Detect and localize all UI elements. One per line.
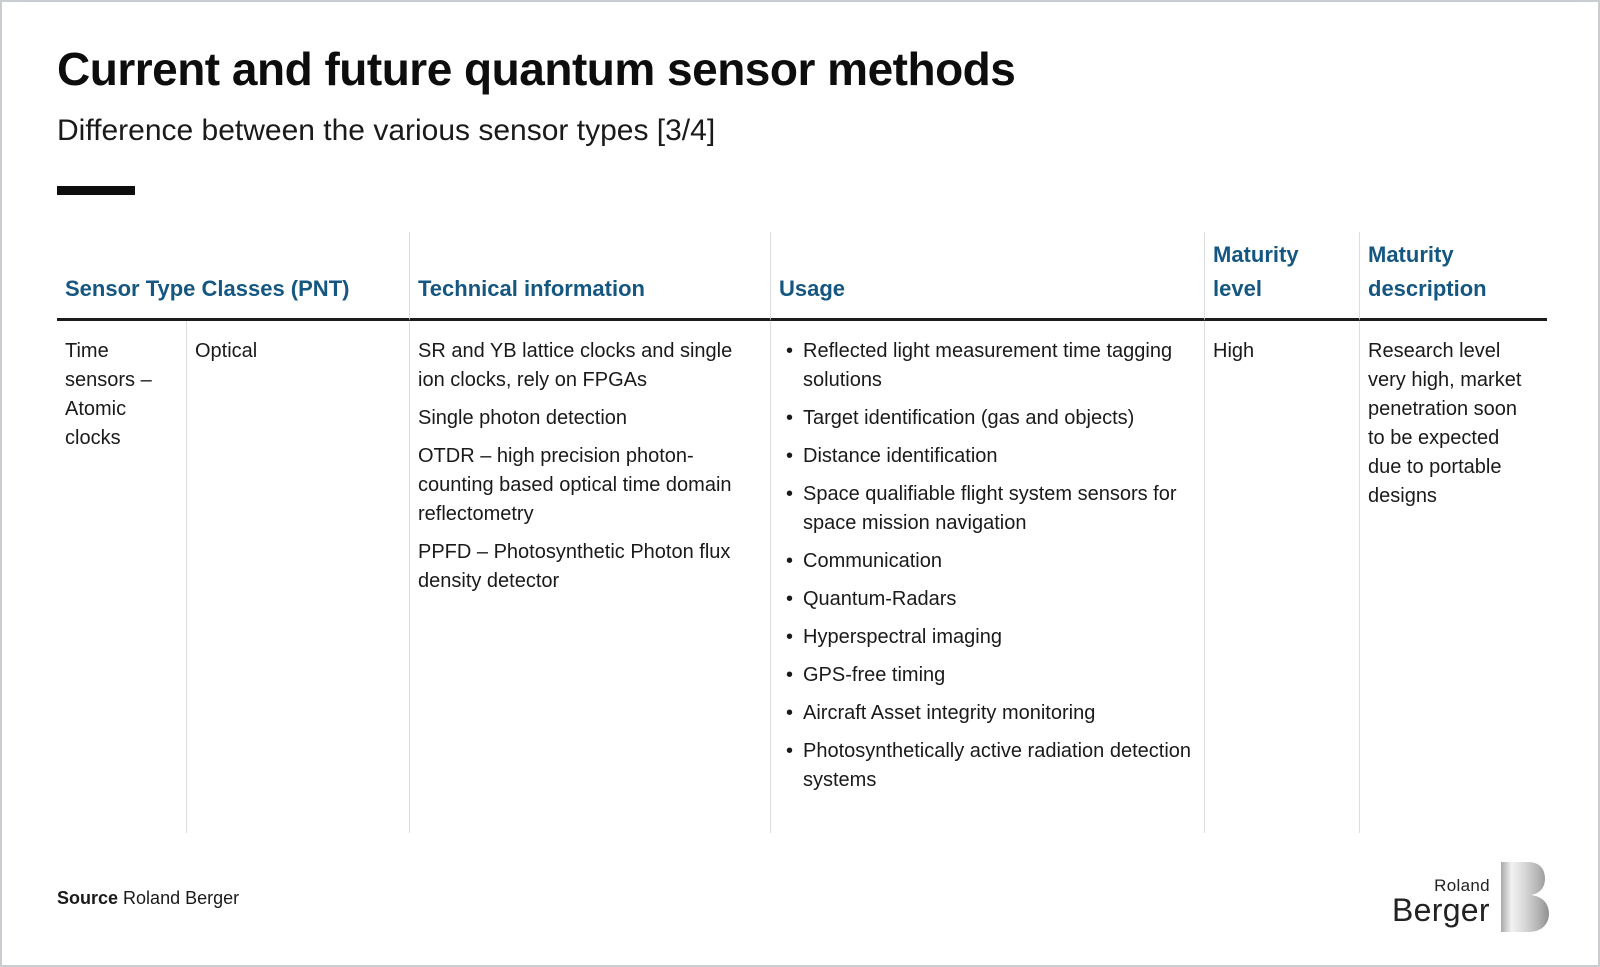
maturity-level-text: High: [1213, 340, 1255, 362]
logo-line-roland: Roland: [1434, 875, 1490, 895]
usage-bullet-item: Quantum-Radars: [779, 585, 1192, 614]
title-underline-dash: [57, 186, 135, 195]
source-value: Roland Berger: [123, 888, 240, 908]
maturity-description-text: Research level very high, market penetra…: [1368, 340, 1522, 507]
usage-bullet-item: Hyperspectral imaging: [779, 623, 1192, 652]
cell-sensor-class: Time sensors – Atomic clocks: [57, 321, 186, 833]
column-header-maturity-description: Maturity description: [1359, 232, 1547, 321]
column-header-maturity-level-label: Maturity level: [1213, 242, 1299, 301]
roland-berger-logo: Roland Berger: [1392, 862, 1549, 932]
column-header-technical-information: Technical information: [409, 232, 770, 321]
sensor-class-text: Time sensors – Atomic clocks: [65, 340, 152, 449]
page-title: Current and future quantum sensor method…: [57, 43, 1016, 95]
usage-bullet-item: Photosynthetically active radiation dete…: [779, 737, 1192, 795]
column-header-maturity-description-label: Maturity description: [1368, 242, 1487, 301]
source-note: Source Roland Berger: [57, 888, 239, 909]
usage-bullet-item: Reflected light measurement time tagging…: [779, 337, 1192, 395]
usage-bullet-item: Distance identification: [779, 442, 1192, 471]
usage-bullet-list: Reflected light measurement time tagging…: [779, 337, 1192, 795]
column-header-sensor-type: Sensor Type Classes (PNT): [57, 232, 409, 321]
column-header-usage-label: Usage: [779, 276, 846, 301]
cell-sensor-subtype: Optical: [186, 321, 409, 833]
usage-bullet-item: Space qualifiable flight system sensors …: [779, 480, 1192, 538]
technical-info-item: OTDR – high precision photon-counting ba…: [418, 445, 732, 525]
usage-bullet-item: Aircraft Asset integrity monitoring: [779, 699, 1192, 728]
sensor-subtype-text: Optical: [195, 340, 258, 362]
usage-bullet-item: Target identification (gas and objects): [779, 404, 1192, 433]
cell-maturity-description: Research level very high, market penetra…: [1359, 321, 1547, 833]
usage-bullet-item: Communication: [779, 547, 1192, 576]
technical-info-item: SR and YB lattice clocks and single ion …: [418, 340, 733, 391]
cell-usage: Reflected light measurement time tagging…: [770, 321, 1204, 833]
page-subtitle: Difference between the various sensor ty…: [57, 114, 716, 147]
usage-bullet-item: GPS-free timing: [779, 661, 1192, 690]
technical-info-item: Single photon detection: [418, 407, 628, 429]
cell-technical-information: SR and YB lattice clocks and single ion …: [409, 321, 770, 833]
roland-berger-b-icon: [1500, 862, 1549, 932]
technical-info-item: PPFD – Photosynthetic Photon flux densit…: [418, 541, 731, 592]
logo-line-berger: Berger: [1392, 891, 1490, 928]
column-header-usage: Usage: [770, 232, 1204, 321]
source-label: Source: [57, 888, 119, 908]
column-header-sensor-type-label: Sensor Type Classes (PNT): [65, 276, 350, 301]
column-header-maturity-level: Maturity level: [1204, 232, 1359, 321]
cell-maturity-level: High: [1204, 321, 1359, 833]
column-header-technical-label: Technical information: [418, 276, 645, 301]
sensor-table: Sensor Type Classes (PNT) Technical info…: [57, 232, 1547, 833]
roland-berger-logo-text: Roland Berger: [1392, 869, 1501, 926]
